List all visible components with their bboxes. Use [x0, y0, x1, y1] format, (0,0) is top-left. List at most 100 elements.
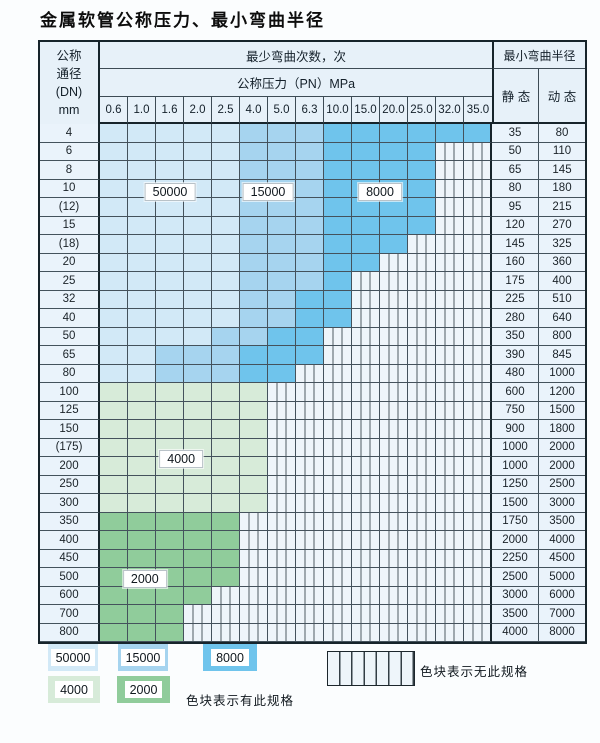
table-row: 80 480 1000 — [40, 364, 585, 383]
pressure-tick: 0.6 — [100, 97, 128, 124]
no-spec-cell — [352, 290, 380, 309]
table-row: 350 1750 3500 — [40, 512, 585, 531]
spec-cell — [324, 235, 352, 254]
static-radius-cell: 3500 — [492, 605, 539, 624]
dn-cell: 50 — [40, 327, 100, 346]
spec-cell — [184, 198, 212, 217]
spec-cell — [212, 457, 240, 476]
spec-cell — [128, 235, 156, 254]
spec-cell — [100, 383, 128, 402]
spec-cell — [100, 142, 128, 161]
static-radius-cell: 390 — [492, 346, 539, 365]
spec-cell — [100, 475, 128, 494]
spec-cell — [240, 457, 268, 476]
spec-cell — [240, 124, 268, 143]
no-spec-cell — [464, 290, 492, 309]
spec-cell — [128, 605, 156, 624]
no-spec-cell — [296, 420, 324, 439]
spec-cell — [156, 364, 184, 383]
no-spec-cell — [324, 346, 352, 365]
table-row: 8 65 145 — [40, 161, 585, 180]
static-radius-cell: 1750 — [492, 512, 539, 531]
spec-cell — [380, 235, 408, 254]
dynamic-radius-cell: 400 — [539, 272, 585, 291]
no-spec-cell — [268, 549, 296, 568]
table-row: 100 600 1200 — [40, 383, 585, 402]
spec-cell — [128, 198, 156, 217]
table-row: 250 1250 2500 — [40, 475, 585, 494]
no-spec-cell — [436, 457, 464, 476]
spec-cell — [184, 475, 212, 494]
no-spec-cell — [436, 327, 464, 346]
spec-cell — [156, 198, 184, 217]
spec-cell — [156, 124, 184, 143]
no-spec-cell — [268, 383, 296, 402]
no-spec-cell — [464, 605, 492, 624]
no-spec-cell — [408, 568, 436, 587]
table-row: 400 2000 4000 — [40, 531, 585, 550]
spec-cell — [408, 179, 436, 198]
no-spec-cell — [436, 623, 464, 642]
spec-cell — [128, 623, 156, 642]
no-spec-cell — [380, 420, 408, 439]
no-spec-cell — [408, 309, 436, 328]
spec-cell — [324, 124, 352, 143]
no-spec-cell — [352, 327, 380, 346]
no-spec-cell — [352, 272, 380, 291]
no-spec-cell — [408, 383, 436, 402]
static-radius-cell: 35 — [492, 124, 539, 143]
table-row: 600 3000 6000 — [40, 586, 585, 605]
static-radius-cell: 225 — [492, 290, 539, 309]
dynamic-radius-cell: 4500 — [539, 549, 585, 568]
no-spec-cell — [380, 438, 408, 457]
table-row: 200 1000 2000 — [40, 457, 585, 476]
dn-cell: 25 — [40, 272, 100, 291]
spec-cell — [156, 475, 184, 494]
legend-no-spec-swatch — [327, 651, 415, 686]
no-spec-cell — [324, 438, 352, 457]
dn-cell: (12) — [40, 198, 100, 217]
table-row: 150 900 1800 — [40, 420, 585, 439]
dn-cell: (18) — [40, 235, 100, 254]
spec-cell — [240, 198, 268, 217]
dn-cell: 80 — [40, 364, 100, 383]
spec-cell — [212, 272, 240, 291]
no-spec-cell — [352, 549, 380, 568]
no-spec-cell — [408, 253, 436, 272]
spec-cell — [212, 290, 240, 309]
spec-cell — [212, 142, 240, 161]
table-row: 10 80 180 — [40, 179, 585, 198]
spec-cell — [128, 383, 156, 402]
dynamic-radius-cell: 2500 — [539, 475, 585, 494]
no-spec-cell — [464, 142, 492, 161]
spec-cell — [100, 309, 128, 328]
table-row: 800 4000 8000 — [40, 623, 585, 642]
static-radius-cell: 65 — [492, 161, 539, 180]
spec-cell — [212, 475, 240, 494]
no-spec-cell — [324, 475, 352, 494]
no-spec-cell — [324, 364, 352, 383]
spec-cell — [352, 124, 380, 143]
spec-cell — [100, 290, 128, 309]
dn-cell: 4 — [40, 124, 100, 143]
no-spec-cell — [408, 475, 436, 494]
no-spec-cell — [240, 512, 268, 531]
no-spec-cell — [352, 401, 380, 420]
no-spec-cell — [408, 438, 436, 457]
spec-cell — [156, 586, 184, 605]
dynamic-radius-cell: 360 — [539, 253, 585, 272]
table-row: 25 175 400 — [40, 272, 585, 291]
spec-cell — [184, 549, 212, 568]
table-row: 6 50 110 — [40, 142, 585, 161]
dynamic-radius-cell: 8000 — [539, 623, 585, 642]
spec-cell — [268, 272, 296, 291]
spec-cell — [212, 549, 240, 568]
table-row: 700 3500 7000 — [40, 605, 585, 624]
legend-no-spec-text: 色块表示无此规格 — [420, 665, 529, 679]
spec-cell — [100, 327, 128, 346]
no-spec-cell — [464, 216, 492, 235]
spec-cell — [296, 327, 324, 346]
no-spec-cell — [464, 401, 492, 420]
spec-cell — [128, 346, 156, 365]
spec-cell — [408, 142, 436, 161]
